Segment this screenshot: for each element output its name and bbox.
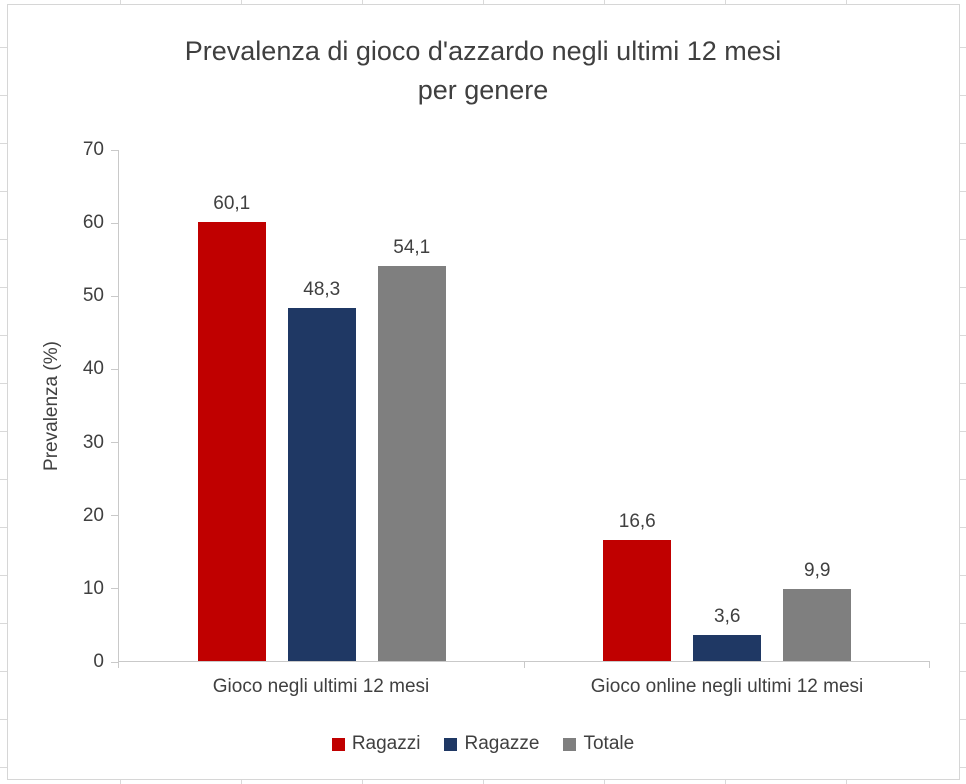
legend-label: Totale [583,733,635,754]
worksheet-gridline-stubs-bottom [0,780,966,784]
bar-value-label: 48,3 [303,279,341,301]
y-tick-mark [111,661,118,663]
plot-area: 60,1 48,3 54,1 16,6 3,6 9,9 [118,150,930,668]
bar-group-gioco: 60,1 48,3 54,1 [197,150,446,661]
bar-ragazze-gioco-online [693,634,762,661]
y-tick-label: 30 [82,431,104,453]
y-tick-label: 50 [82,285,104,307]
y-tick: 10 [83,578,118,600]
y-tick-mark [111,442,118,444]
chart-title: Prevalenza di gioco d'azzardo negli ulti… [0,32,966,110]
y-tick: 30 [83,432,118,454]
y-tick-mark [111,368,118,370]
y-tick-label: 20 [82,504,104,526]
chart-title-line2: per genere [417,75,549,106]
bar-wrapper: 60,1 [197,150,266,661]
bar-totale-gioco [377,266,446,661]
bar-wrapper: 54,1 [377,150,446,661]
y-tick-mark [111,588,118,590]
bar-ragazzi-gioco-online [603,539,672,661]
x-tick-mark [118,661,119,668]
legend-item-totale: Totale [563,733,634,755]
y-tick-label: 10 [82,577,104,599]
bar-totale-gioco-online [783,588,852,661]
legend-label: Ragazze [464,733,540,754]
y-tick: 20 [83,505,118,527]
y-tick-label: 0 [93,651,104,672]
worksheet-gridline-stubs-left [0,0,7,784]
x-category-label: Gioco negli ultimi 12 mesi [212,676,430,697]
y-axis: 0 10 20 30 40 50 60 70 [0,139,118,672]
legend-item-ragazze: Ragazze [444,733,539,755]
bar-wrapper: 9,9 [783,150,852,661]
bar-wrapper: 3,6 [693,150,762,661]
y-tick-label: 40 [82,358,104,380]
worksheet-gridline-stubs-top [0,0,966,4]
bar-wrapper: 48,3 [287,150,356,661]
y-tick-label: 70 [82,139,104,160]
y-tick-mark [111,295,118,297]
bar-ragazzi-gioco [197,222,266,661]
bar-value-label: 60,1 [213,193,251,215]
y-tick: 70 [83,139,118,161]
legend-swatch-ragazzi [331,737,345,751]
y-tick-mark [111,149,118,151]
legend-item-ragazzi: Ragazzi [331,733,421,755]
y-tick: 60 [83,212,118,234]
y-tick: 50 [83,285,118,307]
legend-swatch-totale [563,737,577,751]
legend-swatch-ragazze [444,737,458,751]
bar-value-label: 9,9 [804,559,831,581]
x-category-label: Gioco online negli ultimi 12 mesi [590,676,864,697]
x-tick-mark [929,661,930,668]
bar-group-gioco-online: 16,6 3,6 9,9 [603,150,852,661]
bar-value-label: 3,6 [714,605,741,627]
legend-label: Ragazzi [351,733,421,754]
y-tick: 40 [83,358,118,380]
y-tick: 0 [93,651,118,673]
bar-ragazze-gioco [287,308,356,661]
bar-value-label: 54,1 [393,237,431,259]
y-tick-mark [111,515,118,517]
y-tick-label: 60 [82,212,104,234]
bar-value-label: 16,6 [618,510,656,532]
bar-wrapper: 16,6 [603,150,672,661]
chart-title-line1: Prevalenza di gioco d'azzardo negli ulti… [184,36,782,66]
worksheet-gridline-stubs-right [960,0,966,784]
y-tick-mark [111,222,118,224]
x-tick-mark [523,661,525,668]
legend: Ragazzi Ragazze Totale [0,733,966,755]
